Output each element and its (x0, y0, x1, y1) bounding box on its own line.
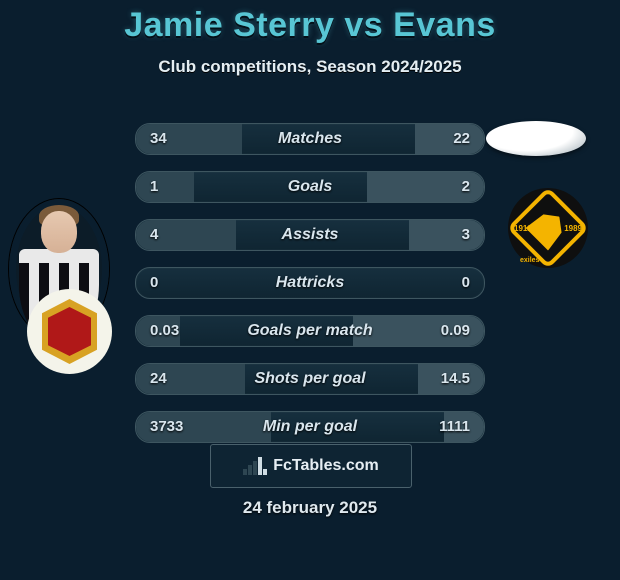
stat-right-value: 2 (462, 172, 470, 202)
brand-bars-icon (243, 457, 267, 475)
stat-label: Assists (136, 220, 484, 250)
date-text: 24 february 2025 (0, 498, 620, 518)
player-left-head (41, 211, 77, 253)
stat-right-value: 1111 (439, 412, 470, 442)
stat-label: Hattricks (136, 268, 484, 298)
stat-right-value: 0.09 (441, 316, 470, 346)
stat-row: 24Shots per goal14.5 (135, 363, 485, 395)
brand-text: FcTables.com (273, 457, 379, 475)
club-left-badge (27, 289, 112, 374)
stat-label: Matches (136, 124, 484, 154)
player-right-avatar (486, 121, 586, 156)
stat-label: Min per goal (136, 412, 484, 442)
stat-row: 4Assists3 (135, 219, 485, 251)
stat-row: 3733Min per goal1111 (135, 411, 485, 443)
club-right-badge: 1912 1989 exiles (498, 178, 598, 278)
stat-right-value: 14.5 (441, 364, 470, 394)
stat-right-value: 22 (453, 124, 470, 154)
stat-row: 34Matches22 (135, 123, 485, 155)
stat-row: 1Goals2 (135, 171, 485, 203)
stat-right-value: 0 (462, 268, 470, 298)
stat-row: 0Hattricks0 (135, 267, 485, 299)
page-title: Jamie Sterry vs Evans (124, 6, 496, 44)
stat-right-value: 3 (462, 220, 470, 250)
brand-badge: FcTables.com (210, 444, 412, 488)
stat-label: Goals (136, 172, 484, 202)
stats-rows: 34Matches22 1Goals2 4Assists3 0Hattricks0 0.… (135, 123, 485, 459)
club-right-roundel-icon: 1912 1989 exiles (508, 188, 588, 268)
stat-label: Goals per match (136, 316, 484, 346)
subtitle: Club competitions, Season 2024/2025 (158, 57, 461, 76)
club-left-shield-icon (42, 299, 97, 364)
stat-label: Shots per goal (136, 364, 484, 394)
stat-row: 0.03Goals per match0.09 (135, 315, 485, 347)
